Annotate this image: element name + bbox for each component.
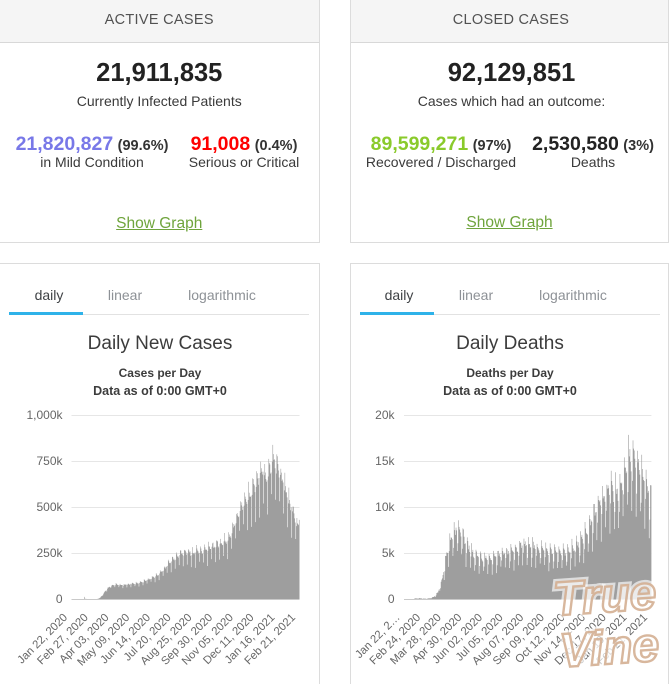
svg-text:0: 0 xyxy=(388,592,395,606)
svg-text:10k: 10k xyxy=(375,500,395,514)
svg-text:True: True xyxy=(551,567,658,627)
svg-text:15k: 15k xyxy=(375,454,395,468)
svg-text:5k: 5k xyxy=(382,546,396,560)
svg-text:750k: 750k xyxy=(36,454,63,468)
svg-text:250k: 250k xyxy=(36,546,63,560)
svg-text:1,000k: 1,000k xyxy=(26,408,63,422)
svg-text:500k: 500k xyxy=(36,500,63,514)
svg-text:0: 0 xyxy=(56,592,63,606)
svg-text:True: True xyxy=(551,567,658,627)
svg-text:Vine: Vine xyxy=(558,618,661,678)
svg-text:20k: 20k xyxy=(375,408,395,422)
svg-text:Vine: Vine xyxy=(558,618,661,678)
